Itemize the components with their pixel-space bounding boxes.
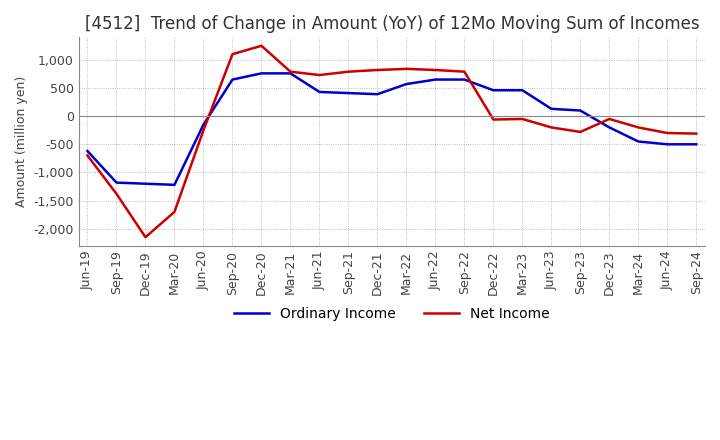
Net Income (605, 116, 613, 121)
Net Income (84, 153, 92, 158)
Ordinary Income (344, 91, 353, 96)
Ordinary Income (257, 71, 266, 76)
Net Income (402, 66, 410, 72)
Net Income (315, 73, 324, 78)
Ordinary Income (402, 81, 410, 87)
Ordinary Income (170, 182, 179, 187)
Ordinary Income (141, 181, 150, 187)
Ordinary Income (576, 108, 585, 113)
Ordinary Income (460, 77, 469, 82)
Net Income (547, 125, 556, 130)
Net Income (576, 129, 585, 135)
Net Income (112, 191, 121, 197)
Net Income (663, 130, 672, 136)
Title: [4512]  Trend of Change in Amount (YoY) of 12Mo Moving Sum of Incomes: [4512] Trend of Change in Amount (YoY) o… (84, 15, 699, 33)
Ordinary Income (199, 122, 208, 127)
Ordinary Income (431, 77, 440, 82)
Net Income (489, 117, 498, 122)
Ordinary Income (286, 71, 294, 76)
Ordinary Income (373, 92, 382, 97)
Net Income (228, 51, 237, 57)
Ordinary Income (692, 142, 701, 147)
Ordinary Income (605, 125, 613, 130)
Net Income (634, 125, 643, 130)
Net Income (257, 43, 266, 48)
Ordinary Income (489, 88, 498, 93)
Ordinary Income (315, 89, 324, 95)
Ordinary Income (228, 77, 237, 82)
Ordinary Income (112, 180, 121, 185)
Net Income (170, 209, 179, 215)
Ordinary Income (663, 142, 672, 147)
Y-axis label: Amount (million yen): Amount (million yen) (15, 76, 28, 207)
Ordinary Income (634, 139, 643, 144)
Ordinary Income (547, 106, 556, 111)
Net Income (431, 67, 440, 73)
Net Income (141, 235, 150, 240)
Ordinary Income (518, 88, 526, 93)
Net Income (344, 69, 353, 74)
Net Income (199, 128, 208, 133)
Net Income (460, 69, 469, 74)
Legend: Ordinary Income, Net Income: Ordinary Income, Net Income (229, 301, 555, 326)
Line: Net Income: Net Income (88, 46, 696, 237)
Ordinary Income (84, 148, 92, 154)
Line: Ordinary Income: Ordinary Income (88, 73, 696, 185)
Net Income (373, 67, 382, 73)
Net Income (518, 116, 526, 121)
Net Income (286, 69, 294, 74)
Net Income (692, 131, 701, 136)
